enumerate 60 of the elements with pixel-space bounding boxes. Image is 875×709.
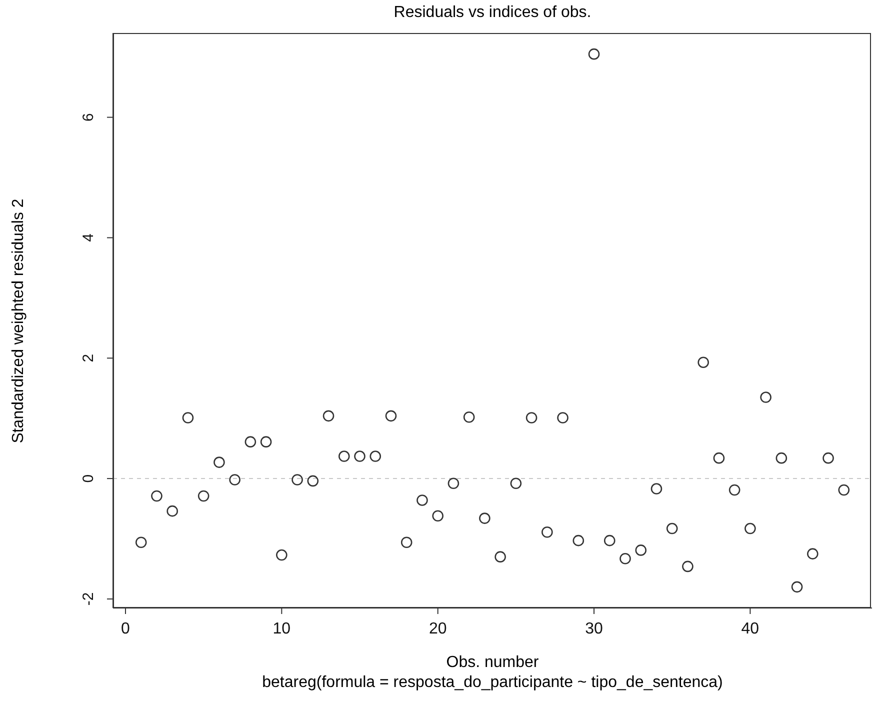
y-tick-label: 4 <box>80 234 97 242</box>
point <box>838 484 850 496</box>
point <box>166 505 178 517</box>
point <box>572 534 584 546</box>
y-tick-label: 2 <box>80 354 97 362</box>
point <box>292 474 303 486</box>
point <box>276 549 288 561</box>
point <box>214 456 225 468</box>
point <box>135 536 147 548</box>
y-axis-title: Standardized weighted residuals 2 <box>10 198 28 443</box>
point <box>682 560 694 572</box>
point <box>370 450 382 462</box>
point <box>526 412 538 424</box>
point <box>542 526 553 538</box>
point <box>557 412 568 424</box>
chart-title: Residuals vs indices of obs. <box>392 4 592 22</box>
point <box>432 510 444 522</box>
point <box>728 484 740 496</box>
point <box>479 512 490 524</box>
point <box>510 478 522 490</box>
point <box>416 494 428 506</box>
point <box>791 581 803 593</box>
x-tick-label: 0 <box>121 620 130 638</box>
text: betareg(formula = resposta_do_participante ~ tipo_de_sentenca) <box>261 674 724 692</box>
point <box>385 410 397 422</box>
point <box>151 490 162 502</box>
point <box>400 536 412 548</box>
point <box>322 410 334 422</box>
x-tick-label: 20 <box>428 620 447 638</box>
point <box>635 544 647 556</box>
point <box>713 452 725 464</box>
point <box>822 452 834 464</box>
y-tick-label: -2 <box>80 592 97 606</box>
point <box>182 412 194 424</box>
point <box>650 483 662 494</box>
point <box>354 450 366 462</box>
point <box>338 450 350 462</box>
point <box>776 452 788 464</box>
point <box>588 48 600 60</box>
point <box>448 478 460 490</box>
point <box>666 522 678 534</box>
point <box>260 436 272 448</box>
x-tick-label: 30 <box>585 620 604 638</box>
x-axis-title: Obs. number <box>445 654 540 672</box>
point <box>807 548 818 560</box>
point <box>307 475 319 487</box>
y-tick-label: 6 <box>80 113 97 122</box>
point <box>760 392 772 403</box>
point <box>698 356 709 368</box>
point <box>620 552 631 564</box>
point <box>604 534 616 546</box>
x-tick-label: 40 <box>741 620 760 638</box>
point <box>744 522 756 534</box>
point <box>229 474 240 486</box>
point <box>198 490 210 502</box>
x-tick-label: 10 <box>272 620 291 638</box>
y-tick-label: 0 <box>80 474 97 483</box>
point <box>494 551 506 562</box>
point <box>244 436 256 448</box>
point <box>463 411 475 423</box>
